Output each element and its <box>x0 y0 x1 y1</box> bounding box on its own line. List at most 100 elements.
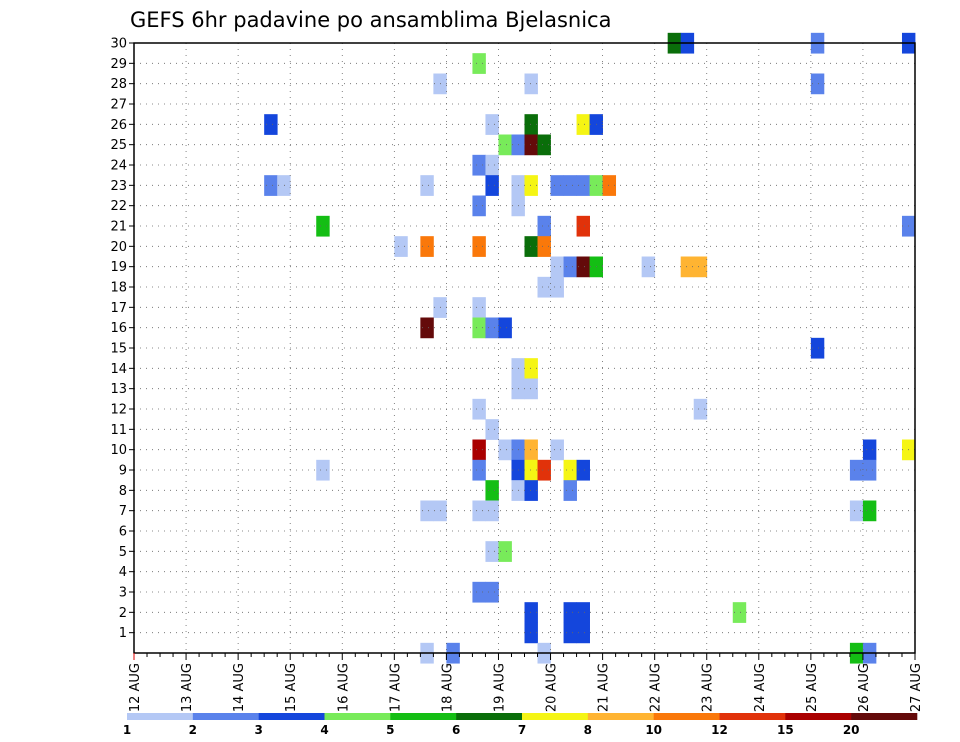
cell-89 <box>862 500 877 522</box>
cell-6 <box>524 73 538 95</box>
x-tick-label-10: 22 AUG <box>649 663 664 712</box>
y-tick-label-20: 20 <box>110 240 127 255</box>
cell-79 <box>862 459 877 481</box>
cell-19 <box>264 175 278 196</box>
cell-74 <box>524 459 538 481</box>
cell-24 <box>524 175 538 196</box>
cell-10 <box>524 114 538 135</box>
legend-label-8: 10 <box>645 723 662 737</box>
cell-92 <box>472 581 486 603</box>
cell-13 <box>498 134 512 156</box>
y-tick-label-25: 25 <box>110 138 127 153</box>
y-tick-label-18: 18 <box>110 281 127 296</box>
legend-label-3: 4 <box>320 723 328 737</box>
cell-47 <box>693 256 708 278</box>
cell-98 <box>524 622 538 644</box>
cell-56 <box>810 337 825 359</box>
y-axis: 1234567891011121314151617181920212223242… <box>110 37 134 641</box>
y-tick-label-10: 10 <box>110 443 127 458</box>
cell-27 <box>576 175 590 196</box>
legend-swatch-1 <box>192 713 259 720</box>
x-tick-label-13: 25 AUG <box>805 663 820 712</box>
cell-99 <box>563 622 577 644</box>
cell-49 <box>550 276 564 298</box>
cell-65 <box>498 439 512 461</box>
legend-label-10: 15 <box>777 723 794 737</box>
legend-swatch-3 <box>324 713 391 720</box>
y-tick-label-14: 14 <box>110 362 127 377</box>
cell-84 <box>420 500 434 522</box>
cell-29 <box>602 175 617 196</box>
y-tick-label-6: 6 <box>119 525 127 540</box>
cell-64 <box>472 439 486 461</box>
cell-67 <box>524 439 538 461</box>
x-tick-label-15: 27 AUG <box>909 663 924 712</box>
cell-94 <box>524 602 538 623</box>
x-tick-label-9: 21 AUG <box>597 663 612 712</box>
cell-76 <box>563 459 577 481</box>
cell-72 <box>472 459 486 481</box>
legend-label-11: 20 <box>843 723 860 737</box>
cell-34 <box>576 215 590 237</box>
cell-52 <box>420 317 434 339</box>
x-axis: 12 AUG 13 AUG 14 AUG 15 AUG 16 AUG 17 AUG 18 A… <box>128 653 924 712</box>
cell-55 <box>498 317 512 339</box>
cell-21 <box>420 175 434 196</box>
y-tick-label-29: 29 <box>110 57 127 72</box>
y-tick-label-13: 13 <box>110 382 127 397</box>
cell-43 <box>576 256 590 278</box>
cell-58 <box>524 358 538 379</box>
legend-swatch-4 <box>390 713 457 720</box>
y-tick-label-11: 11 <box>110 423 127 438</box>
cell-22 <box>485 175 499 196</box>
cell-4 <box>472 53 486 74</box>
cell-75 <box>537 459 551 481</box>
cell-48 <box>537 276 551 298</box>
chart-title: GEFS 6hr padavine po ansamblima Bjelasni… <box>130 8 611 32</box>
x-tick-label-14: 26 AUG <box>857 663 872 712</box>
cell-16 <box>537 134 551 156</box>
legend-swatch-7 <box>587 713 654 720</box>
cell-38 <box>472 236 486 257</box>
x-tick-label-6: 18 AUG <box>440 663 455 712</box>
y-tick-label-17: 17 <box>110 301 127 316</box>
y-tick-label-9: 9 <box>119 464 127 479</box>
cell-87 <box>485 500 499 522</box>
cell-17 <box>472 154 486 176</box>
cell-68 <box>550 439 564 461</box>
cell-46 <box>680 256 695 278</box>
legend-label-2: 3 <box>254 723 262 737</box>
legend-label-7: 8 <box>584 723 592 737</box>
cell-9 <box>485 114 499 135</box>
y-tick-label-27: 27 <box>110 98 127 113</box>
x-tick-label-2: 14 AUG <box>232 663 247 712</box>
legend-swatch-2 <box>258 713 325 720</box>
cell-86 <box>472 500 486 522</box>
cell-7 <box>810 73 825 95</box>
cell-97 <box>732 602 747 623</box>
cell-90 <box>485 541 499 562</box>
y-tick-label-28: 28 <box>110 77 127 92</box>
legend-swatch-9 <box>719 713 786 720</box>
x-tick-label-0: 12 AUG <box>128 663 143 712</box>
cell-25 <box>550 175 564 196</box>
cell-32 <box>316 215 330 237</box>
legend-swatch-5 <box>456 713 523 720</box>
legend-swatch-6 <box>522 713 589 720</box>
x-tick-label-8: 20 AUG <box>545 663 560 712</box>
cell-61 <box>472 398 486 420</box>
cell-83 <box>563 480 577 501</box>
cell-78 <box>849 459 864 481</box>
cell-30 <box>472 195 486 217</box>
grid-lines <box>134 43 915 653</box>
y-tick-label-24: 24 <box>110 159 127 174</box>
legend-label-1: 2 <box>189 723 197 737</box>
cell-20 <box>277 175 291 196</box>
y-tick-label-15: 15 <box>110 342 127 357</box>
cell-8 <box>264 114 278 135</box>
y-tick-label-26: 26 <box>110 118 127 133</box>
cell-41 <box>550 256 564 278</box>
cell-40 <box>537 236 551 257</box>
cell-42 <box>563 256 577 278</box>
y-tick-label-22: 22 <box>110 199 127 214</box>
